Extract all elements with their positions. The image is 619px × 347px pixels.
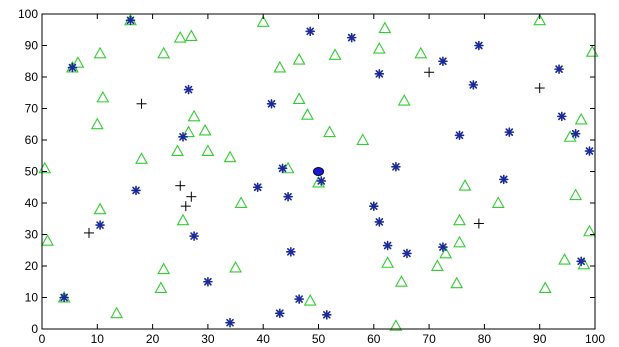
star-point xyxy=(456,131,464,139)
star-point xyxy=(500,175,508,183)
y-tick-label: 70 xyxy=(25,102,39,116)
star-point xyxy=(439,57,447,65)
star-point xyxy=(403,249,411,257)
star-point xyxy=(384,242,392,250)
star-point xyxy=(68,64,76,72)
star-point xyxy=(204,278,212,286)
star-point xyxy=(132,186,140,194)
x-tick-label: 40 xyxy=(257,332,271,346)
star-point xyxy=(126,16,134,24)
y-tick-label: 40 xyxy=(25,196,39,210)
star-point xyxy=(572,130,580,138)
star-point xyxy=(279,164,287,172)
y-tick-label: 100 xyxy=(18,7,38,21)
star-point xyxy=(60,294,68,302)
x-tick-label: 100 xyxy=(585,332,605,346)
center-dot-point xyxy=(314,168,324,176)
star-point xyxy=(475,42,483,50)
star-point xyxy=(295,295,303,303)
star-point xyxy=(190,232,198,240)
x-tick-label: 60 xyxy=(367,332,381,346)
star-point xyxy=(276,309,284,317)
star-point xyxy=(287,248,295,256)
star-point xyxy=(469,81,477,89)
star-point xyxy=(375,70,383,78)
y-tick-label: 60 xyxy=(25,133,39,147)
star-point xyxy=(284,193,292,201)
y-tick-label: 0 xyxy=(31,322,38,336)
star-point xyxy=(392,163,400,171)
x-tick-label: 90 xyxy=(533,332,547,346)
y-tick-label: 30 xyxy=(25,228,39,242)
star-point xyxy=(267,100,275,108)
star-point xyxy=(577,257,585,265)
y-tick-label: 50 xyxy=(25,165,39,179)
x-tick-label: 70 xyxy=(422,332,436,346)
star-point xyxy=(323,311,331,319)
star-point xyxy=(317,177,325,185)
x-tick-label: 50 xyxy=(312,332,326,346)
star-point xyxy=(585,147,593,155)
star-point xyxy=(226,319,234,327)
star-point xyxy=(558,112,566,120)
star-point xyxy=(348,34,356,42)
star-point xyxy=(370,202,378,210)
star-point xyxy=(375,218,383,226)
y-tick-label: 90 xyxy=(25,39,39,53)
x-tick-label: 30 xyxy=(201,332,215,346)
y-tick-label: 10 xyxy=(25,291,39,305)
star-point xyxy=(185,86,193,94)
star-point xyxy=(306,27,314,35)
x-tick-label: 10 xyxy=(91,332,105,346)
y-tick-label: 20 xyxy=(25,259,39,273)
x-tick-label: 80 xyxy=(478,332,492,346)
star-point xyxy=(505,128,513,136)
x-tick-label: 0 xyxy=(39,332,46,346)
star-point xyxy=(96,221,104,229)
star-point xyxy=(555,65,563,73)
x-tick-label: 20 xyxy=(146,332,160,346)
y-tick-label: 80 xyxy=(25,70,39,84)
star-point xyxy=(179,133,187,141)
star-point xyxy=(439,243,447,251)
star-point xyxy=(254,183,262,191)
